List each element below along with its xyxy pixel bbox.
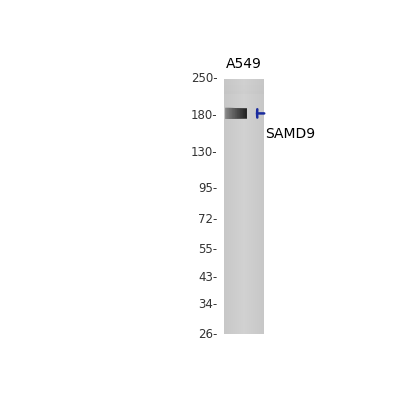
Bar [242, 108, 243, 119]
Bar [248, 79, 249, 334]
Bar [253, 79, 254, 334]
Bar [261, 79, 262, 334]
Bar [230, 79, 231, 334]
Bar [224, 89, 264, 90]
Bar [235, 79, 236, 334]
Bar [230, 108, 231, 119]
Bar [246, 108, 247, 119]
Bar [240, 79, 241, 334]
Bar [233, 79, 234, 334]
Bar [226, 108, 227, 119]
Bar [226, 79, 227, 334]
Bar [236, 108, 237, 119]
Bar [238, 108, 239, 119]
Bar [224, 79, 264, 80]
Bar [224, 85, 264, 86]
Bar [249, 79, 250, 334]
Bar [259, 79, 260, 334]
Bar [255, 79, 256, 334]
Text: 130-: 130- [191, 146, 218, 159]
Bar [224, 86, 264, 87]
Text: SAMD9: SAMD9 [266, 127, 316, 141]
Bar [251, 79, 252, 334]
Bar [250, 79, 251, 334]
Bar [228, 108, 229, 119]
Bar [232, 108, 233, 119]
Bar [234, 79, 235, 334]
Bar [257, 79, 258, 334]
Text: 26-: 26- [198, 328, 218, 341]
Bar [236, 79, 237, 334]
Bar [224, 92, 264, 93]
Bar [241, 108, 242, 119]
Bar [227, 79, 228, 334]
Bar [232, 79, 233, 334]
Bar [245, 108, 246, 119]
Bar [233, 108, 234, 119]
Text: A549: A549 [226, 57, 262, 71]
Bar [227, 108, 228, 119]
Bar [224, 91, 264, 92]
Polygon shape [225, 108, 247, 119]
Bar [237, 79, 238, 334]
Bar [262, 79, 263, 334]
Bar [224, 93, 264, 94]
Bar [242, 79, 243, 334]
Bar [237, 108, 238, 119]
Bar [243, 108, 244, 119]
Text: 180-: 180- [191, 109, 218, 122]
Bar [239, 79, 240, 334]
Bar [241, 79, 242, 334]
Bar [224, 80, 264, 81]
Text: 250-: 250- [191, 72, 218, 85]
Bar [254, 79, 255, 334]
Bar [224, 84, 264, 85]
Bar [260, 79, 261, 334]
Bar [256, 79, 257, 334]
Text: 72-: 72- [198, 213, 218, 226]
Bar [225, 79, 226, 334]
Bar [246, 79, 247, 334]
Bar [224, 88, 264, 89]
Bar [252, 79, 253, 334]
Bar [228, 79, 229, 334]
Bar [224, 81, 264, 82]
Bar [263, 79, 264, 334]
Bar [244, 79, 245, 334]
Bar [240, 108, 241, 119]
Bar [243, 79, 244, 334]
Bar [224, 79, 264, 334]
Text: 43-: 43- [198, 271, 218, 284]
Bar [231, 79, 232, 334]
Bar [238, 79, 239, 334]
Bar [229, 79, 230, 334]
Bar [245, 79, 246, 334]
Bar [234, 108, 235, 119]
Bar [258, 79, 259, 334]
Text: 34-: 34- [198, 298, 218, 311]
Bar [224, 82, 264, 83]
Bar [247, 79, 248, 334]
Bar [244, 108, 245, 119]
Text: 55-: 55- [198, 243, 218, 256]
Text: 95-: 95- [198, 182, 218, 194]
Bar [239, 108, 240, 119]
Bar [229, 108, 230, 119]
Bar [224, 79, 225, 334]
Bar [224, 90, 264, 91]
Bar [235, 108, 236, 119]
Bar [231, 108, 232, 119]
Bar [224, 87, 264, 88]
Bar [224, 83, 264, 84]
Bar [225, 108, 226, 119]
